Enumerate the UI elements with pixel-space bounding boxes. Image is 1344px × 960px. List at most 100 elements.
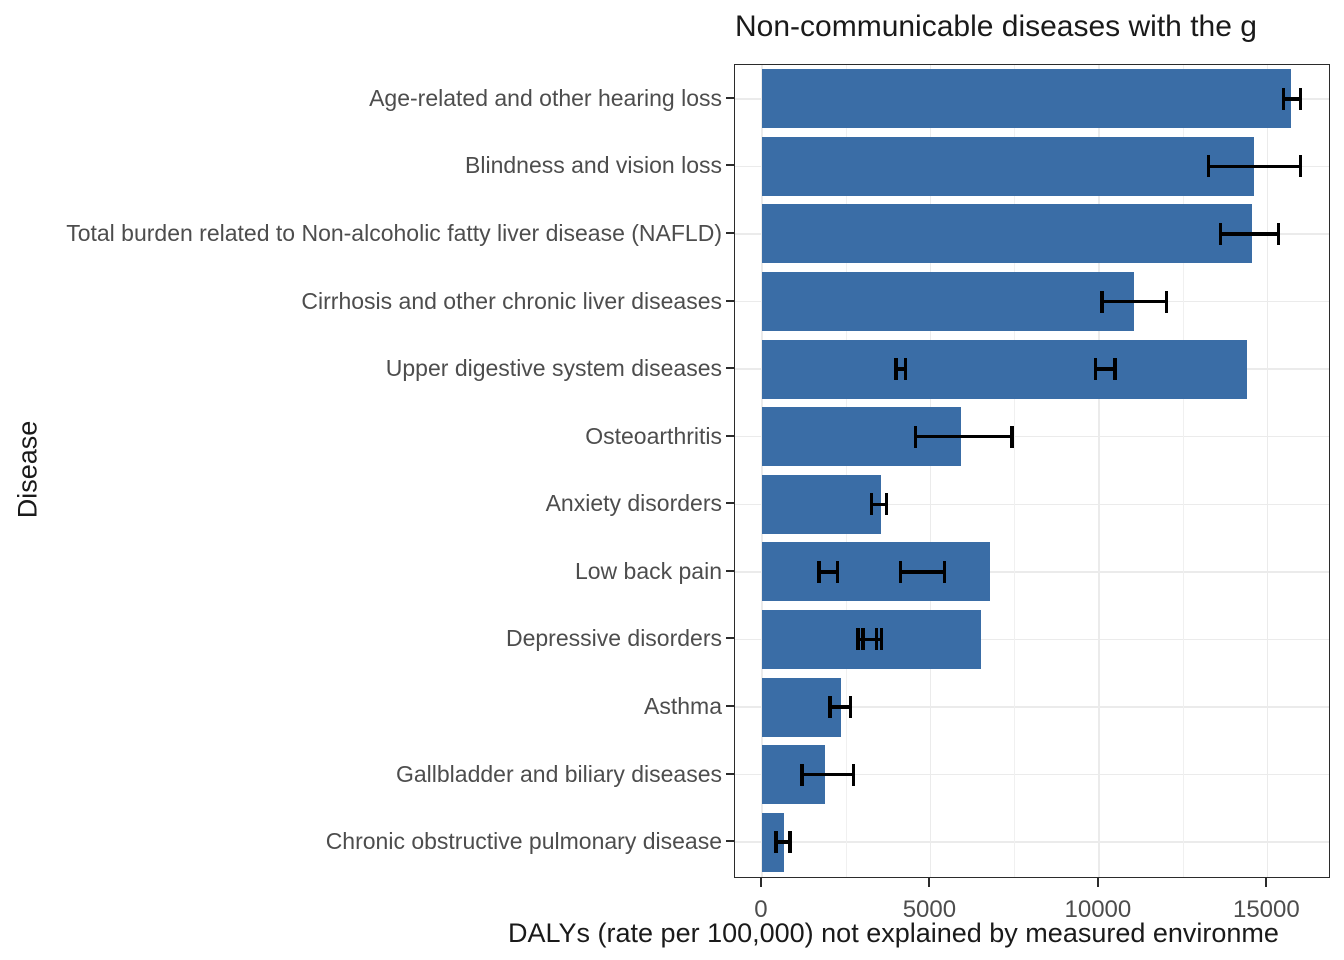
error-bar-cap <box>861 628 865 651</box>
y-tick-label: Chronic obstructive pulmonary disease <box>325 828 722 855</box>
error-bar-cap <box>869 493 874 516</box>
gridline-horizontal <box>735 638 1329 641</box>
x-tick-label: 10000 <box>1064 896 1132 923</box>
y-tick-mark <box>726 502 734 505</box>
y-tick-label: Low back pain <box>574 557 722 584</box>
error-bar-line <box>1095 367 1116 371</box>
y-tick-mark <box>726 569 734 572</box>
bar <box>761 272 1134 332</box>
x-tick-mark <box>759 878 762 887</box>
y-tick-mark <box>726 840 734 843</box>
gridline-horizontal <box>735 841 1329 843</box>
gridline-minor <box>1014 65 1016 877</box>
x-tick-label: 0 <box>754 896 768 923</box>
y-tick-mark <box>726 705 734 708</box>
error-bar-cap <box>1093 358 1098 381</box>
y-tick-mark <box>726 299 734 302</box>
x-tick-mark <box>1265 878 1268 887</box>
gridline-horizontal <box>735 435 1329 438</box>
error-bar-cap <box>879 628 884 651</box>
error-bar-cap <box>1281 87 1286 110</box>
error-bar-line <box>1101 299 1167 304</box>
error-bar-cap <box>788 831 792 854</box>
gridline-horizontal <box>735 571 1329 573</box>
bar <box>761 339 1248 399</box>
y-tick-mark <box>726 772 734 775</box>
y-tick-label: Gallbladder and biliary diseases <box>395 760 722 787</box>
error-bar-line <box>830 705 851 709</box>
y-tick-mark <box>726 637 734 640</box>
error-bar-cap <box>1206 155 1211 178</box>
error-bar-cap <box>774 831 778 854</box>
y-tick-label: Cirrhosis and other chronic liver diseas… <box>301 287 722 314</box>
y-tick-label: Anxiety disorders <box>545 490 722 517</box>
x-tick-mark <box>928 878 931 887</box>
gridline-major <box>929 65 932 877</box>
error-bar-line <box>1208 164 1301 169</box>
error-bar-cap <box>898 560 902 583</box>
y-tick-label: Blindness and vision loss <box>465 152 722 179</box>
error-bar-cap <box>1113 358 1117 381</box>
error-bar-cap <box>1298 87 1303 110</box>
y-tick-mark <box>726 434 734 437</box>
x-axis-title: DALYs (rate per 100,000) not explained b… <box>508 918 1279 948</box>
x-tick-label: 5000 <box>902 896 957 923</box>
bar <box>761 677 841 737</box>
bar <box>761 542 991 602</box>
gridline-major <box>1098 65 1100 877</box>
plot-panel <box>734 64 1330 878</box>
error-bar-line <box>775 840 791 844</box>
error-bar-cap <box>913 425 918 448</box>
y-tick-label: Upper digestive system diseases <box>385 355 722 382</box>
y-tick-label: Depressive disorders <box>505 625 722 652</box>
error-bar-cap <box>848 696 853 719</box>
y-tick-mark <box>726 164 734 167</box>
error-bar-cap <box>1298 155 1303 178</box>
bar <box>761 204 1252 264</box>
gridline-minor <box>1182 65 1184 877</box>
error-bar-line <box>915 434 1012 439</box>
bar <box>761 69 1291 129</box>
error-bar-line <box>801 772 854 777</box>
gridline-horizontal <box>735 706 1329 708</box>
error-bar-cap <box>1164 290 1169 313</box>
y-tick-label: Age-related and other hearing loss <box>369 84 722 111</box>
y-tick-label: Total burden related to Non-alcoholic fa… <box>66 219 722 246</box>
bar <box>761 474 881 534</box>
error-bar-line <box>900 570 945 574</box>
y-axis-title: Disease <box>12 420 43 519</box>
gridline-major <box>761 65 763 877</box>
error-bar-cap <box>903 358 908 381</box>
x-tick-label: 15000 <box>1232 896 1300 923</box>
y-tick-mark <box>726 96 734 99</box>
error-bar-line <box>896 367 906 371</box>
bar <box>761 136 1254 196</box>
gridline-horizontal <box>735 503 1329 506</box>
error-bar-cap <box>851 763 856 786</box>
gridline-major <box>1266 65 1269 877</box>
y-tick-mark <box>726 231 734 234</box>
error-bar-cap <box>800 763 804 786</box>
error-bar-line <box>871 502 887 507</box>
error-bar-cap <box>1218 222 1223 245</box>
error-bar-cap <box>1010 425 1014 448</box>
bar <box>761 812 785 872</box>
error-bar-line <box>819 570 838 574</box>
error-bar-line <box>863 637 882 642</box>
chart-title: Non-communicable diseases with the g <box>735 10 1257 43</box>
x-tick-mark <box>1096 878 1099 887</box>
error-bar-line <box>1283 97 1301 101</box>
error-bar-cap <box>942 560 947 583</box>
gridline-horizontal <box>735 773 1329 776</box>
error-bar-line <box>1220 232 1279 236</box>
error-bar-cap <box>817 560 821 583</box>
error-bar-cap <box>828 696 832 719</box>
y-tick-mark <box>726 367 734 370</box>
error-bar-cap <box>856 628 860 651</box>
plot-panel-inner <box>735 65 1329 877</box>
gridline-minor <box>845 65 847 877</box>
error-bar-cap <box>835 560 840 583</box>
y-tick-label: Osteoarthritis <box>585 422 722 449</box>
error-bar-cap <box>894 358 898 381</box>
